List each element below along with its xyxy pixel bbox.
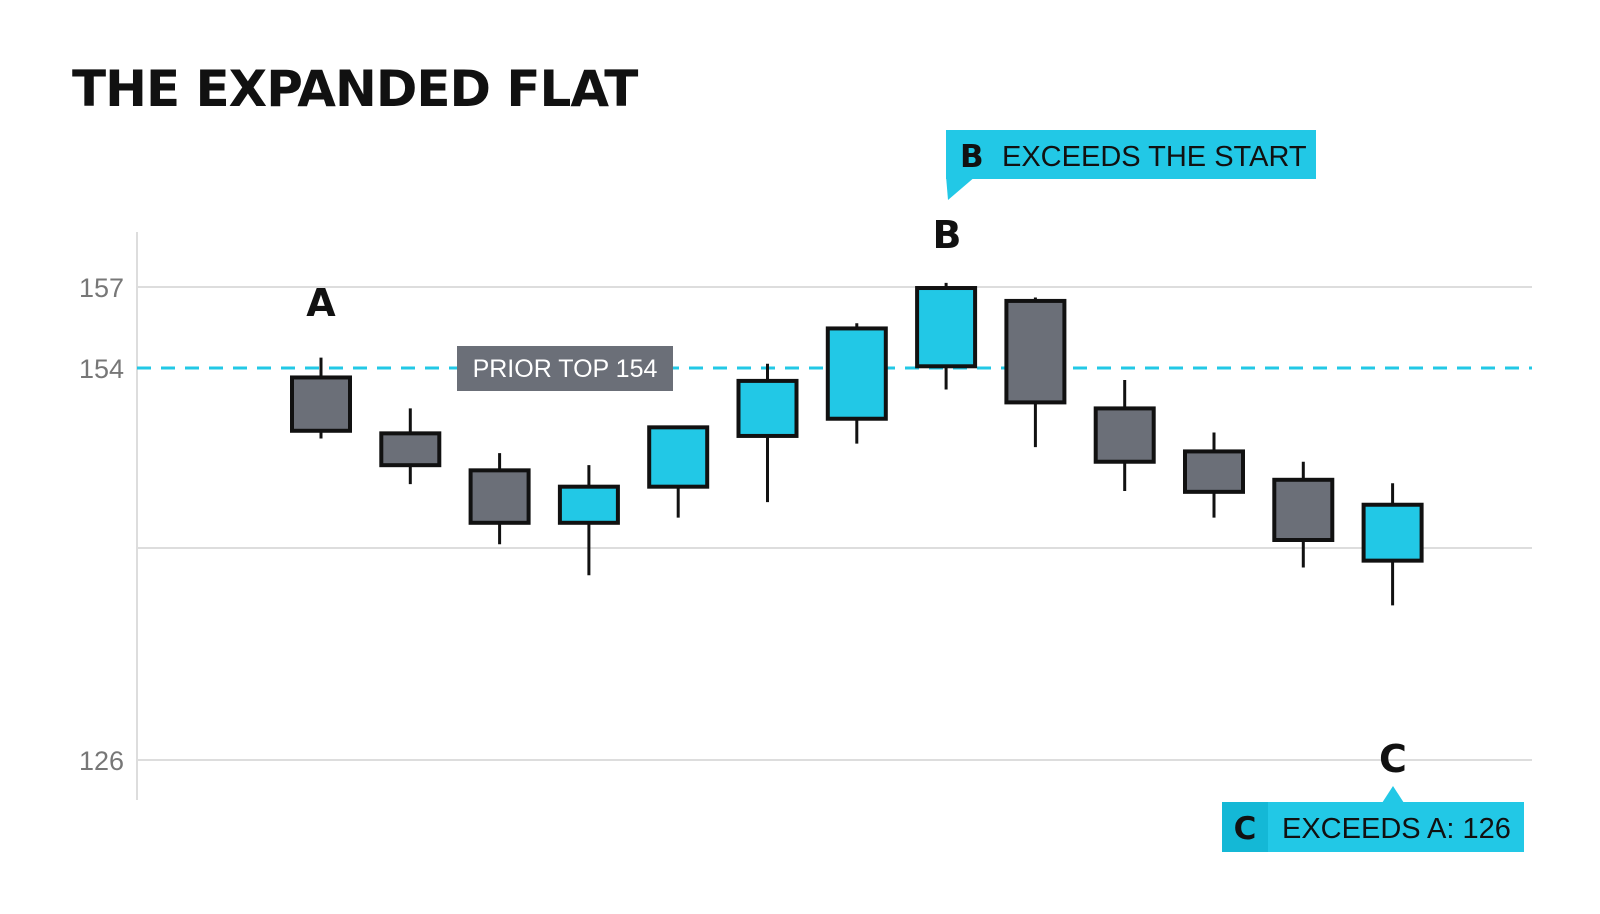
candle (1183, 432, 1245, 518)
callout-b-pointer (946, 176, 976, 200)
reference-line-group: PRIOR TOP 154 (137, 346, 1532, 391)
candle (1004, 297, 1067, 448)
candle-body (1093, 406, 1156, 464)
candle (1272, 461, 1335, 568)
callout-b: B EXCEEDS THE START (946, 130, 1316, 200)
candle-body (1272, 477, 1335, 542)
wave-label-a: A (306, 281, 336, 325)
y-tick-label: 157 (79, 273, 124, 303)
chart-title: THE EXPANDED FLAT (72, 60, 638, 118)
candle-body (825, 326, 888, 421)
wave-labels: A B C (306, 213, 1407, 781)
candle-body (557, 484, 620, 525)
candle (379, 408, 442, 485)
candle (1361, 483, 1424, 606)
candle (290, 357, 352, 439)
candle (557, 465, 620, 576)
callout-b-box (946, 130, 1316, 179)
candle-body (915, 286, 978, 369)
prior-top-label: PRIOR TOP 154 (473, 355, 658, 383)
callout-b-text: EXCEEDS THE START (1002, 141, 1307, 173)
candle-body (290, 375, 352, 433)
candle-body (1183, 449, 1245, 494)
candle (468, 453, 531, 545)
candle-body (736, 378, 799, 438)
callout-c-box (1222, 802, 1524, 852)
y-axis-ticks: 157 154 126 (79, 273, 124, 776)
candle (736, 363, 799, 503)
candle-body (1361, 502, 1424, 563)
candles-layer (290, 282, 1424, 606)
candle-body (1004, 298, 1067, 405)
y-tick-label: 126 (79, 746, 124, 776)
prior-top-label-box (457, 346, 673, 391)
wave-label-b: B (933, 213, 962, 257)
y-tick-label: 154 (79, 354, 124, 384)
candle-body (647, 425, 710, 489)
candle (647, 425, 710, 518)
candle (915, 282, 978, 390)
candle (825, 323, 888, 444)
callout-c-letter: C (1234, 811, 1257, 847)
callout-c: C EXCEEDS A: 126 (1222, 786, 1524, 852)
callout-c-pointer (1382, 786, 1404, 803)
callout-b-letter: B (960, 139, 984, 175)
candle-body (468, 468, 531, 525)
candle-body (379, 431, 442, 468)
grid-layer (136, 232, 1532, 800)
callout-c-text: EXCEEDS A: 126 (1282, 813, 1511, 845)
candle (1093, 380, 1156, 491)
wave-label-c: C (1379, 737, 1407, 781)
callout-c-letter-tab (1222, 802, 1268, 852)
